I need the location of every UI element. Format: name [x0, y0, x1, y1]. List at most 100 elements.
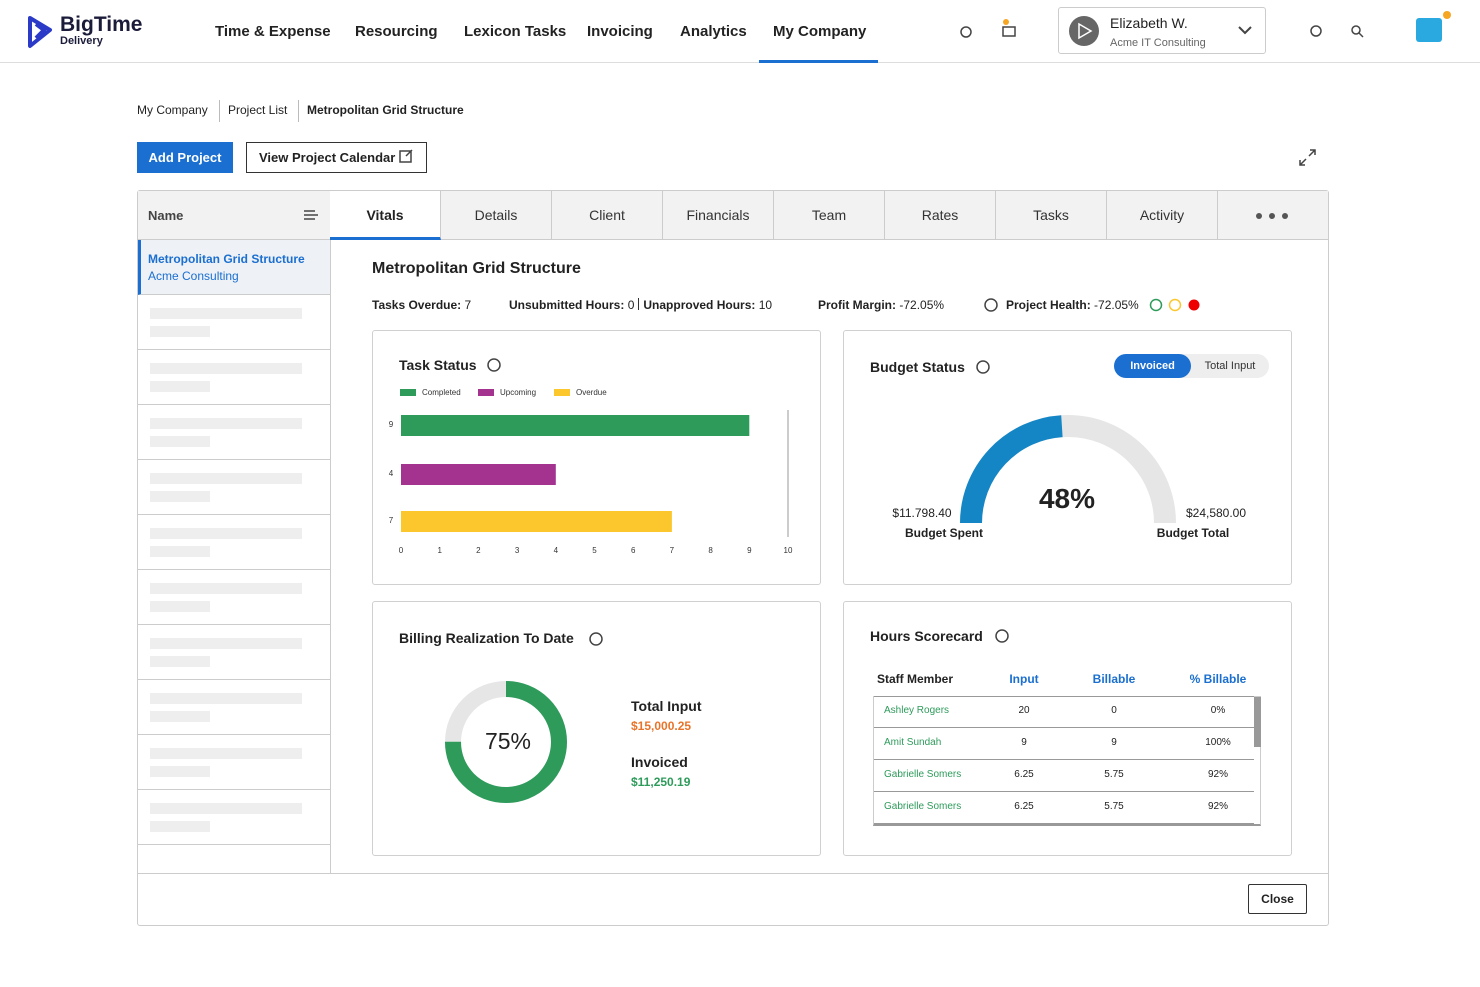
task-status-card	[372, 330, 821, 585]
skeleton	[150, 436, 210, 447]
table-cell: 9	[1111, 737, 1117, 748]
tab[interactable]: Rates	[885, 191, 996, 240]
skeleton	[150, 363, 302, 374]
sidebar-selected[interactable]	[138, 240, 330, 295]
table-cell[interactable]: Ashley Rogers	[884, 705, 950, 716]
nav-item[interactable]: Invoicing	[587, 23, 653, 40]
skeleton	[150, 748, 302, 759]
user-menu[interactable]	[1058, 7, 1266, 54]
tab[interactable]: Vitals	[330, 191, 441, 240]
sidebar-row[interactable]	[138, 735, 330, 790]
tab[interactable]: Client	[552, 191, 663, 240]
table-cell: 92%	[1207, 801, 1228, 812]
total-input: $15,000.25	[631, 719, 692, 733]
table-row	[874, 792, 1254, 824]
table-cell[interactable]: Amit Sundah	[884, 737, 942, 748]
calendar-button[interactable]: View Project Calendar	[246, 142, 427, 173]
sidebar-row[interactable]	[138, 350, 330, 405]
nav-item[interactable]: Lexicon Tasks	[464, 23, 567, 40]
card-title: Hours Scorecard	[870, 628, 983, 644]
table-cell: 0%	[1210, 705, 1226, 716]
total-input-label: Total Input	[631, 698, 702, 714]
card-title: Task Status	[399, 357, 477, 373]
stat-value: 7	[464, 298, 472, 312]
invoiced-label: Invoiced	[631, 754, 688, 770]
hours-card	[843, 601, 1292, 856]
stat-label: Tasks Overdue:	[372, 298, 462, 312]
table-row	[874, 728, 1254, 760]
user-name: Elizabeth W.	[1110, 15, 1188, 31]
tab[interactable]: Team	[774, 191, 885, 240]
toggle-option[interactable]: Total Input	[1204, 360, 1256, 372]
skeleton	[150, 381, 210, 392]
stat-label: Unapproved Hours:	[643, 298, 756, 312]
stat-label: Unsubmitted Hours:	[509, 298, 625, 312]
breadcrumb[interactable]: Project List	[219, 100, 287, 122]
table-cell[interactable]: Gabrielle Somers	[884, 769, 962, 780]
skeleton	[150, 711, 210, 722]
stat: Project Health: -72.05%	[1006, 298, 1139, 312]
logo-name[interactable]: BigTime	[60, 13, 143, 36]
skeleton	[150, 418, 302, 429]
stat: Tasks Overdue: 7	[372, 298, 471, 312]
nav-item[interactable]: Time & Expense	[215, 23, 331, 40]
breadcrumb-current: Metropolitan Grid Structure	[298, 100, 464, 122]
table-cell: 9	[1021, 737, 1027, 748]
skeleton	[150, 528, 302, 539]
skeleton	[150, 546, 210, 557]
sidebar-row[interactable]	[138, 845, 330, 868]
skeleton	[150, 473, 302, 484]
sidebar-row[interactable]	[138, 295, 330, 350]
tab[interactable]: Details	[441, 191, 552, 240]
stat-value: -72.05%	[1094, 298, 1139, 312]
skeleton	[150, 491, 210, 502]
scrollbar	[1254, 697, 1261, 747]
sidebar-row[interactable]	[138, 625, 330, 680]
sidebar-row[interactable]	[138, 790, 330, 845]
sidebar-row[interactable]	[138, 680, 330, 735]
card-title: Budget Status	[870, 359, 965, 375]
sidebar-row[interactable]	[138, 405, 330, 460]
sidebar-divider	[330, 191, 331, 873]
table-cell: 6.25	[1014, 769, 1034, 780]
nav-active-underline	[759, 60, 878, 63]
toggle-option[interactable]: Invoiced	[1114, 354, 1191, 378]
nav-item[interactable]: Analytics	[680, 23, 747, 40]
stat-value: -72.05%	[899, 298, 945, 312]
column-header[interactable]: % Billable	[1189, 672, 1247, 686]
project-name: Metropolitan Grid Structure	[148, 252, 305, 266]
table-cell: 5.75	[1104, 769, 1124, 780]
stat-label: Profit Margin:	[818, 298, 896, 312]
table-row	[874, 696, 1254, 728]
tab[interactable]: Tasks	[996, 191, 1107, 240]
nav-item[interactable]: My Company	[773, 23, 867, 40]
column-header: Staff Member	[877, 672, 954, 686]
tab[interactable]: Activity	[1107, 191, 1218, 240]
nav-item[interactable]: Resourcing	[355, 23, 438, 40]
skeleton	[150, 803, 302, 814]
sidebar-row[interactable]	[138, 460, 330, 515]
budget-total: $24,580.00	[1185, 506, 1247, 520]
expand-icon[interactable]	[1299, 149, 1316, 166]
tab[interactable]: Financials	[663, 191, 774, 240]
user-company: Acme IT Consulting	[1110, 37, 1206, 49]
column-header[interactable]: Billable	[1092, 672, 1136, 686]
skeleton	[150, 308, 302, 319]
table-cell[interactable]: Gabrielle Somers	[884, 801, 962, 812]
sidebar-header: Name	[148, 208, 184, 223]
skeleton	[150, 326, 210, 337]
add-project-button[interactable]: Add Project	[137, 142, 233, 173]
sidebar-row[interactable]	[138, 515, 330, 570]
column-header[interactable]: Input	[1009, 672, 1039, 686]
stat-value: 10	[758, 298, 773, 312]
budget-spent: $11.798.40	[892, 506, 952, 520]
stat-label: Project Health:	[1006, 298, 1091, 312]
stat-value: 0	[627, 298, 635, 312]
card-title: Billing Realization To Date	[399, 630, 574, 646]
breadcrumb[interactable]: My Company	[137, 103, 208, 117]
close-button[interactable]: Close	[1248, 884, 1307, 914]
skeleton	[150, 601, 210, 612]
sidebar-row[interactable]	[138, 570, 330, 625]
donut-value: 75%	[484, 728, 532, 754]
project-title: Metropolitan Grid Structure	[372, 260, 581, 277]
